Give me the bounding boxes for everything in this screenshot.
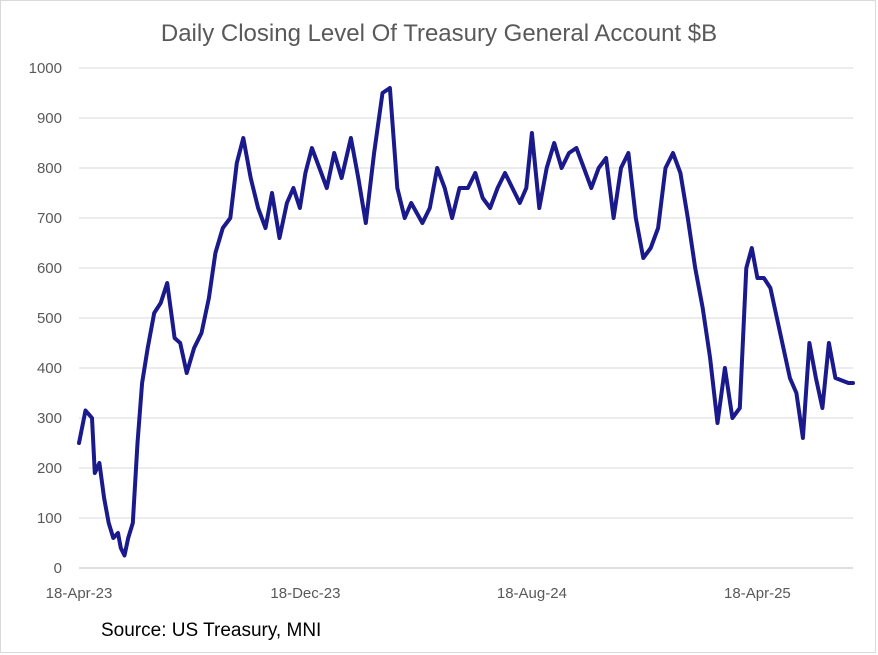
y-tick-label: 0 — [54, 560, 62, 577]
y-tick-label: 100 — [37, 510, 62, 527]
y-tick-label: 500 — [37, 310, 62, 327]
y-tick-label: 400 — [37, 360, 62, 377]
y-axis-tick-labels: 0 100 200 300 400 500 600 700 800 900 1000 — [29, 60, 62, 577]
gridlines — [79, 67, 853, 519]
y-tick-label: 900 — [37, 110, 62, 127]
y-tick-label: 300 — [37, 410, 62, 427]
x-tick-label: 18-Apr-23 — [46, 585, 113, 602]
y-tick-label: 200 — [37, 460, 62, 477]
y-tick-label: 600 — [37, 260, 62, 277]
chart-title: Daily Closing Level Of Treasury General … — [160, 20, 718, 47]
y-tick-label: 800 — [37, 160, 62, 177]
x-tick-label: 18-Aug-24 — [497, 585, 567, 602]
x-tick-label: 18-Apr-25 — [724, 585, 791, 602]
y-tick-label: 1000 — [29, 60, 62, 77]
y-tick-label: 700 — [37, 210, 62, 227]
x-tick-label: 18-Dec-23 — [270, 585, 340, 602]
series-line — [77, 86, 855, 558]
source-note: Source: US Treasury, MNI — [101, 620, 322, 641]
x-axis-tick-labels: 18-Apr-23 18-Dec-23 18-Aug-24 18-Apr-25 — [46, 585, 791, 602]
